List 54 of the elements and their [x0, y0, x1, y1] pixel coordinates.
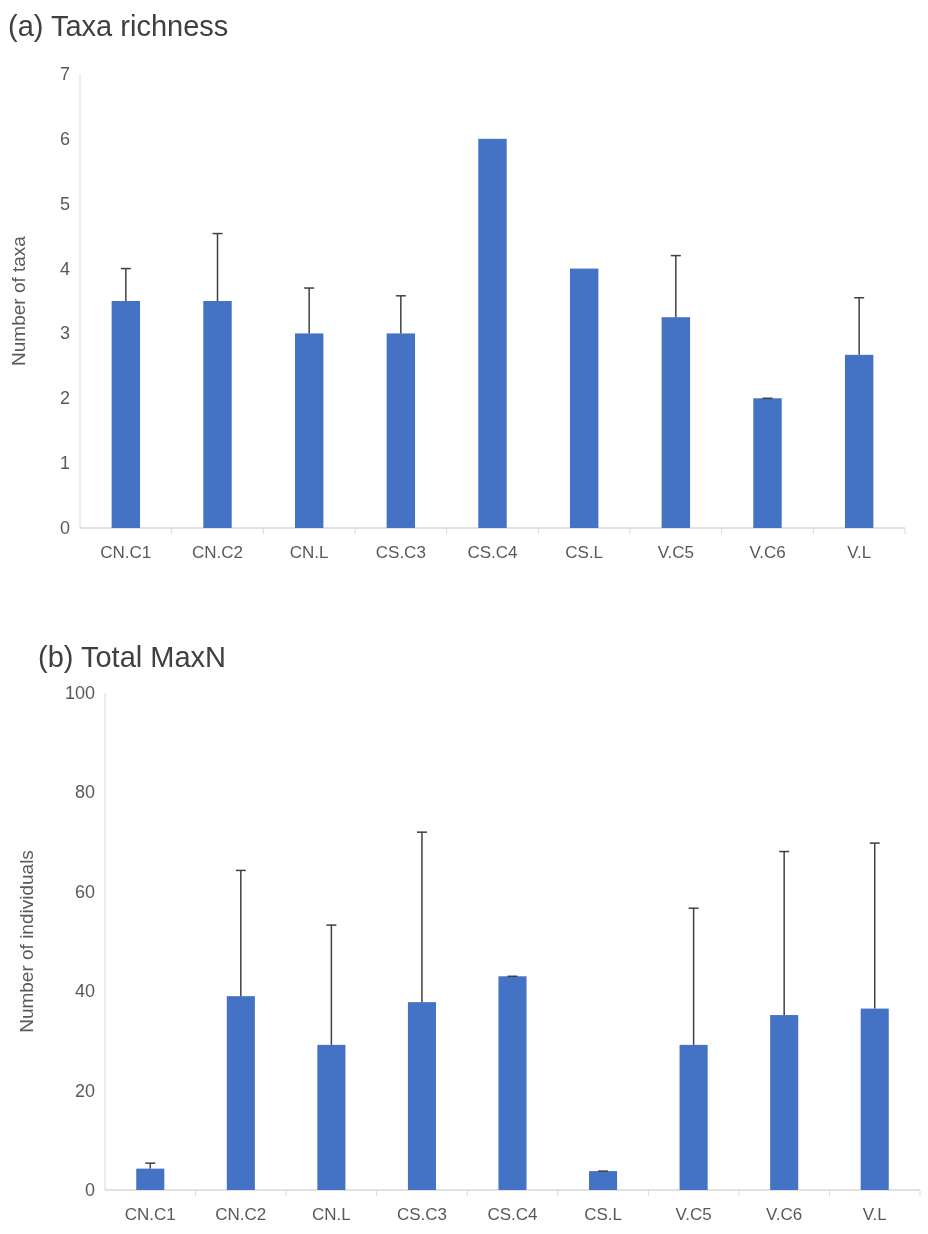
x-tick-label: V.C5	[657, 543, 694, 562]
bar	[478, 138, 507, 528]
y-tick-label: 0	[84, 1180, 95, 1200]
y-tick-label: 6	[59, 128, 70, 149]
bar	[569, 268, 599, 528]
x-tick-label: V.L	[862, 1205, 887, 1224]
y-tick-label: 0	[59, 518, 70, 538]
y-tick-label: 60	[74, 881, 95, 902]
x-tick-label: V.C5	[675, 1205, 712, 1224]
x-tick-label: V.C6	[766, 1205, 803, 1224]
bar	[136, 1168, 165, 1190]
bar	[589, 1171, 618, 1190]
y-tick-label: 80	[74, 782, 95, 803]
y-tick-label: 7	[59, 64, 70, 84]
x-tick-label: CS.C4	[487, 1205, 538, 1224]
x-tick-label: CN.C2	[191, 543, 244, 562]
chart-title: (a) Taxa richness	[8, 10, 229, 42]
bar	[661, 317, 691, 528]
y-tick-label: 3	[59, 323, 70, 344]
x-tick-label: CN.L	[289, 543, 329, 562]
x-tick-label: CS.L	[584, 1205, 622, 1224]
x-tick-label: CN.C2	[215, 1205, 267, 1224]
bar	[407, 1002, 436, 1190]
y-axis-title: Number of taxa	[8, 235, 29, 366]
x-tick-label: CS.C3	[375, 543, 426, 562]
x-tick-label: CN.C1	[124, 1205, 176, 1224]
x-tick-label: CN.C1	[100, 543, 152, 562]
chart-title: (b) Total MaxN	[38, 641, 227, 673]
y-tick-label: 20	[74, 1080, 95, 1101]
y-tick-label: 4	[59, 258, 70, 279]
bar	[111, 301, 141, 528]
bar	[860, 1008, 889, 1190]
x-tick-label: V.L	[847, 543, 872, 562]
bar	[203, 301, 232, 528]
bar	[844, 354, 874, 528]
bar	[498, 976, 527, 1190]
x-tick-label: CS.L	[565, 543, 604, 562]
bar	[770, 1015, 799, 1190]
x-tick-label: V.C6	[749, 543, 786, 562]
y-tick-label: 1	[59, 453, 70, 474]
bar	[386, 333, 416, 528]
y-tick-label: 5	[59, 193, 70, 214]
bar	[294, 333, 324, 528]
bar	[753, 398, 782, 528]
y-tick-label: 40	[74, 981, 95, 1002]
x-tick-label: CS.C4	[467, 543, 518, 562]
x-tick-label: CS.C3	[396, 1205, 447, 1224]
y-axis-title: Number of individuals	[16, 850, 37, 1033]
bar	[679, 1044, 708, 1190]
bar	[226, 996, 255, 1190]
bar	[317, 1044, 346, 1190]
y-tick-label: 100	[64, 683, 95, 703]
x-tick-label: CN.L	[312, 1205, 351, 1224]
y-tick-label: 2	[59, 388, 70, 409]
